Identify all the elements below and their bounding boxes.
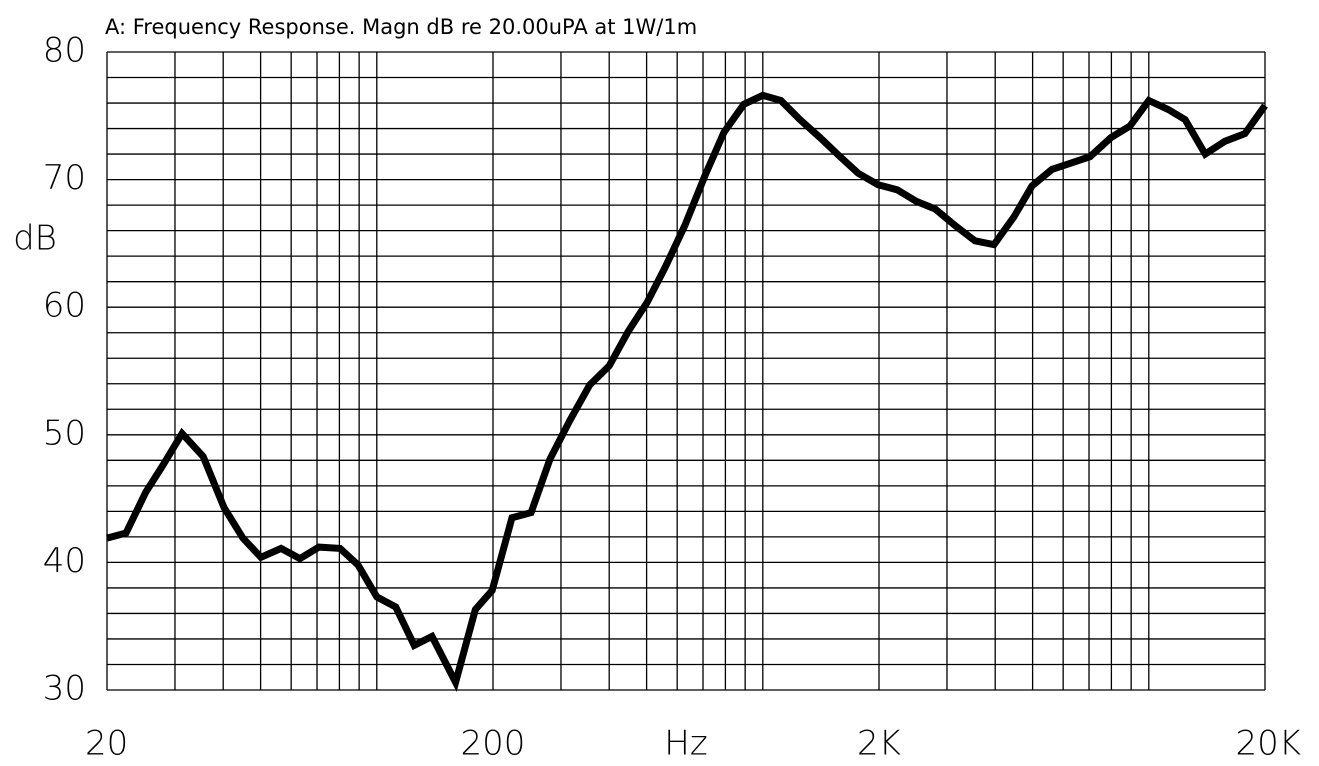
y-tick-label: 70 bbox=[43, 158, 86, 198]
y-tick-label: 60 bbox=[43, 286, 86, 326]
x-tick-label: 20 bbox=[85, 724, 128, 764]
y-tick-label: 30 bbox=[43, 669, 86, 709]
y-axis-label: dB bbox=[13, 219, 57, 259]
x-tick-label: 20K bbox=[1235, 724, 1301, 764]
y-tick-label: 80 bbox=[43, 31, 86, 71]
x-axis-label: Hz bbox=[664, 724, 707, 764]
x-tick-label: 200 bbox=[461, 724, 526, 764]
chart-title: A: Frequency Response. Magn dB re 20.00u… bbox=[105, 15, 697, 39]
y-tick-label: 40 bbox=[43, 541, 86, 581]
x-tick-label: 2K bbox=[857, 724, 901, 764]
data-line bbox=[106, 91, 1268, 692]
y-tick-label: 50 bbox=[43, 413, 86, 453]
